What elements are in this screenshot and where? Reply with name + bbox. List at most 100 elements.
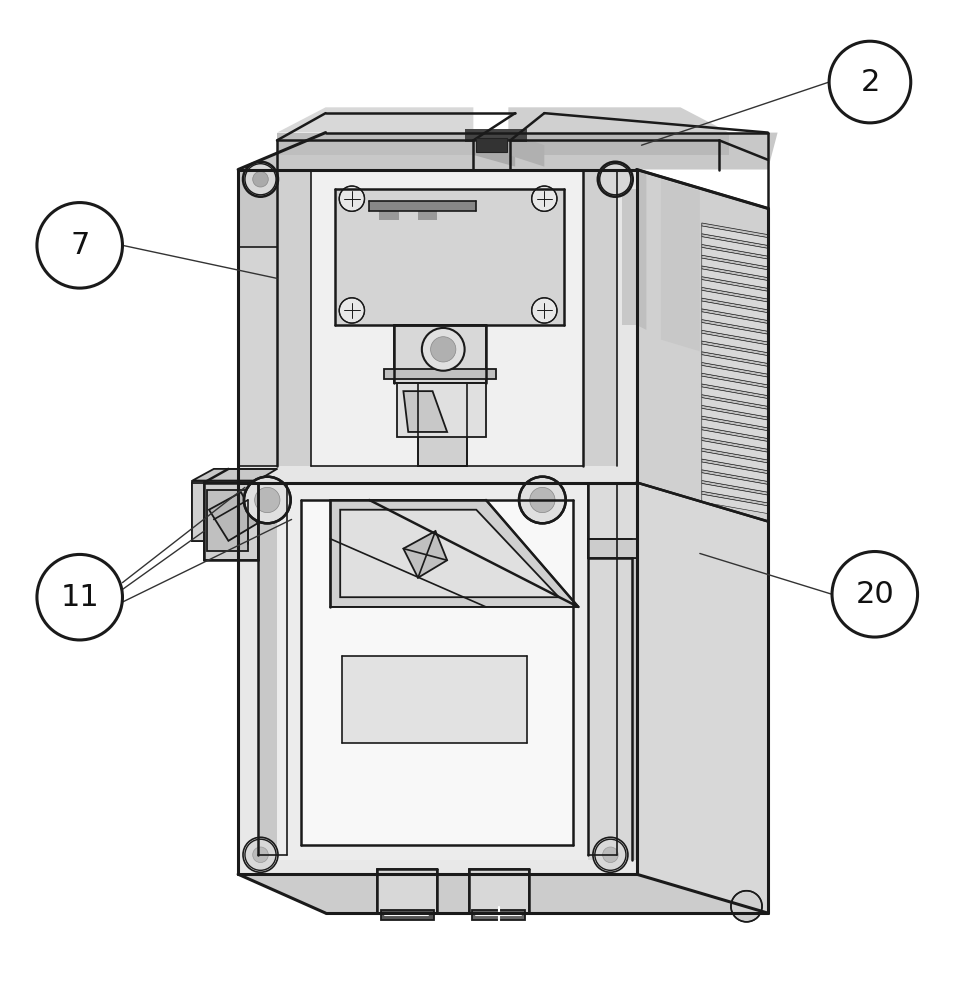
Polygon shape — [702, 398, 768, 417]
Polygon shape — [238, 874, 768, 913]
Circle shape — [608, 171, 623, 187]
Polygon shape — [702, 309, 768, 323]
Polygon shape — [258, 483, 287, 855]
Polygon shape — [702, 287, 768, 302]
Circle shape — [244, 477, 291, 523]
Circle shape — [255, 487, 280, 513]
Polygon shape — [311, 170, 583, 466]
Polygon shape — [702, 408, 768, 428]
Polygon shape — [258, 483, 617, 860]
Polygon shape — [702, 362, 768, 377]
Circle shape — [245, 164, 276, 195]
Polygon shape — [238, 133, 778, 170]
Polygon shape — [204, 483, 258, 560]
Polygon shape — [277, 133, 473, 155]
Polygon shape — [702, 277, 768, 291]
Polygon shape — [418, 383, 467, 466]
Polygon shape — [702, 301, 768, 320]
Polygon shape — [238, 247, 277, 466]
Circle shape — [37, 203, 122, 288]
Circle shape — [431, 337, 456, 362]
Circle shape — [595, 839, 626, 870]
Polygon shape — [702, 365, 768, 385]
Polygon shape — [192, 469, 277, 481]
Polygon shape — [702, 323, 768, 342]
Polygon shape — [702, 451, 768, 471]
Polygon shape — [588, 483, 637, 558]
Polygon shape — [335, 189, 564, 325]
Polygon shape — [369, 201, 476, 211]
Polygon shape — [702, 459, 768, 474]
Polygon shape — [702, 320, 768, 334]
Polygon shape — [702, 462, 768, 481]
Circle shape — [603, 847, 618, 863]
Polygon shape — [702, 441, 768, 460]
Polygon shape — [702, 438, 768, 452]
Circle shape — [829, 41, 911, 123]
Polygon shape — [637, 170, 646, 330]
Polygon shape — [473, 133, 515, 167]
Circle shape — [339, 298, 364, 323]
Polygon shape — [632, 539, 637, 860]
Polygon shape — [702, 266, 768, 281]
Polygon shape — [702, 333, 768, 353]
Polygon shape — [702, 269, 768, 288]
Polygon shape — [277, 170, 311, 466]
Polygon shape — [702, 290, 768, 310]
Polygon shape — [472, 910, 525, 920]
Polygon shape — [702, 341, 768, 356]
Polygon shape — [702, 258, 768, 278]
Polygon shape — [702, 355, 768, 374]
Polygon shape — [702, 427, 768, 442]
Polygon shape — [209, 492, 258, 541]
Polygon shape — [702, 344, 768, 363]
Polygon shape — [702, 494, 768, 514]
Polygon shape — [394, 325, 486, 383]
Polygon shape — [622, 189, 637, 325]
Polygon shape — [702, 384, 768, 399]
Polygon shape — [702, 280, 768, 299]
Polygon shape — [702, 312, 768, 331]
Polygon shape — [381, 910, 434, 920]
Polygon shape — [702, 395, 768, 409]
Polygon shape — [469, 869, 529, 913]
Polygon shape — [330, 500, 578, 607]
Polygon shape — [702, 373, 768, 388]
Polygon shape — [508, 133, 729, 155]
Polygon shape — [702, 480, 768, 495]
Polygon shape — [583, 170, 617, 466]
Polygon shape — [508, 133, 544, 167]
Circle shape — [422, 328, 465, 371]
Polygon shape — [192, 481, 258, 541]
Polygon shape — [418, 211, 437, 220]
Polygon shape — [465, 129, 527, 142]
Circle shape — [253, 171, 268, 187]
Polygon shape — [702, 255, 768, 270]
Polygon shape — [702, 223, 768, 238]
Polygon shape — [379, 211, 399, 220]
Circle shape — [245, 839, 276, 870]
Polygon shape — [340, 510, 559, 597]
Polygon shape — [702, 483, 768, 503]
Polygon shape — [384, 369, 496, 378]
Polygon shape — [661, 179, 700, 351]
Polygon shape — [588, 483, 617, 855]
Circle shape — [832, 552, 918, 637]
Polygon shape — [476, 138, 507, 152]
Polygon shape — [238, 170, 277, 247]
Polygon shape — [702, 491, 768, 506]
Circle shape — [530, 487, 555, 513]
Polygon shape — [377, 869, 437, 913]
Polygon shape — [702, 470, 768, 484]
Text: 7: 7 — [70, 231, 89, 260]
Polygon shape — [637, 170, 768, 521]
Polygon shape — [277, 107, 473, 133]
Polygon shape — [342, 656, 527, 743]
Polygon shape — [702, 416, 768, 431]
Circle shape — [339, 186, 364, 211]
Polygon shape — [192, 483, 238, 541]
Text: 2: 2 — [860, 68, 880, 97]
Polygon shape — [702, 226, 768, 245]
Polygon shape — [301, 500, 573, 845]
Polygon shape — [588, 539, 632, 860]
